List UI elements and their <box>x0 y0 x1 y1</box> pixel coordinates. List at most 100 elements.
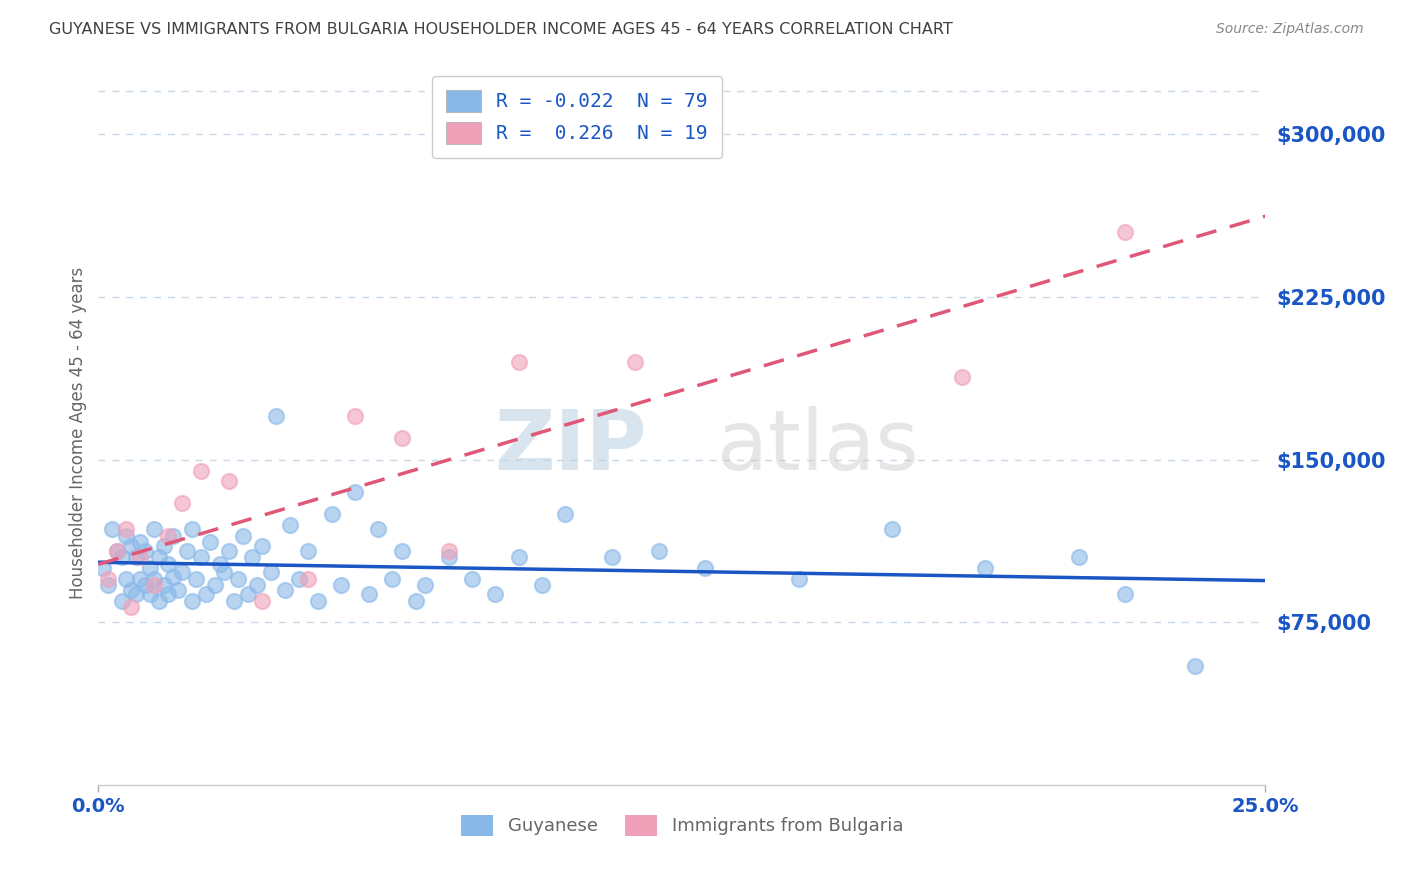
Text: ZIP: ZIP <box>495 406 647 487</box>
Text: atlas: atlas <box>717 406 918 487</box>
Point <box>125 550 148 565</box>
Point <box>344 485 367 500</box>
Text: GUYANESE VS IMMIGRANTS FROM BULGARIA HOUSEHOLDER INCOME AGES 45 - 64 YEARS CORRE: GUYANESE VS IMMIGRANTS FROM BULGARIA HOU… <box>49 22 953 37</box>
Point <box>157 528 180 542</box>
Point <box>437 543 460 558</box>
Point <box>186 572 208 586</box>
Point <box>787 572 810 586</box>
Point <box>157 587 180 601</box>
Point <box>246 578 269 592</box>
Point <box>129 550 152 565</box>
Point <box>120 582 142 597</box>
Point <box>1114 225 1136 239</box>
Point <box>1114 587 1136 601</box>
Point <box>974 561 997 575</box>
Point <box>250 540 273 554</box>
Point <box>321 507 343 521</box>
Point <box>120 600 142 615</box>
Point <box>120 540 142 554</box>
Point <box>508 550 530 565</box>
Point <box>413 578 436 592</box>
Text: Source: ZipAtlas.com: Source: ZipAtlas.com <box>1216 22 1364 37</box>
Point <box>297 572 319 586</box>
Point <box>105 543 128 558</box>
Point <box>180 593 202 607</box>
Point <box>530 578 553 592</box>
Point <box>307 593 329 607</box>
Point <box>391 543 413 558</box>
Point <box>1184 658 1206 673</box>
Point <box>101 522 124 536</box>
Point <box>344 409 367 424</box>
Point <box>166 582 188 597</box>
Point <box>208 557 231 571</box>
Point <box>391 431 413 445</box>
Point <box>228 572 250 586</box>
Point <box>115 522 138 536</box>
Point <box>97 572 120 586</box>
Point <box>111 593 134 607</box>
Point <box>880 522 903 536</box>
Point <box>139 561 162 575</box>
Point <box>288 572 311 586</box>
Point <box>330 578 353 592</box>
Point <box>274 582 297 597</box>
Y-axis label: Householder Income Ages 45 - 64 years: Householder Income Ages 45 - 64 years <box>69 267 87 599</box>
Point <box>232 528 254 542</box>
Point <box>176 543 198 558</box>
Point <box>297 543 319 558</box>
Point <box>172 496 194 510</box>
Point <box>143 578 166 592</box>
Point <box>367 522 389 536</box>
Point <box>129 535 152 549</box>
Point <box>134 543 156 558</box>
Point <box>950 370 973 384</box>
Point <box>405 593 427 607</box>
Point <box>115 572 138 586</box>
Point <box>600 550 623 565</box>
Point <box>508 355 530 369</box>
Point <box>204 578 226 592</box>
Point <box>148 593 170 607</box>
Point <box>461 572 484 586</box>
Point <box>695 561 717 575</box>
Point <box>222 593 245 607</box>
Point <box>190 464 212 478</box>
Point <box>143 572 166 586</box>
Legend: Guyanese, Immigrants from Bulgaria: Guyanese, Immigrants from Bulgaria <box>450 804 914 847</box>
Point <box>105 543 128 558</box>
Point <box>381 572 404 586</box>
Point <box>139 587 162 601</box>
Point <box>143 522 166 536</box>
Point <box>200 535 222 549</box>
Point <box>129 572 152 586</box>
Point <box>437 550 460 565</box>
Point <box>180 522 202 536</box>
Point <box>484 587 506 601</box>
Point <box>624 355 647 369</box>
Point <box>190 550 212 565</box>
Point <box>152 578 174 592</box>
Point <box>250 593 273 607</box>
Point <box>236 587 259 601</box>
Point <box>157 557 180 571</box>
Point <box>152 540 174 554</box>
Point <box>218 543 240 558</box>
Point <box>554 507 576 521</box>
Point <box>278 517 301 532</box>
Point <box>115 528 138 542</box>
Point <box>162 528 184 542</box>
Point <box>162 570 184 584</box>
Point <box>1067 550 1090 565</box>
Point <box>264 409 287 424</box>
Point <box>260 566 283 580</box>
Point <box>97 578 120 592</box>
Point <box>134 578 156 592</box>
Point <box>148 550 170 565</box>
Point <box>647 543 669 558</box>
Point <box>172 566 194 580</box>
Point <box>194 587 217 601</box>
Point <box>242 550 264 565</box>
Point <box>111 550 134 565</box>
Point <box>218 475 240 489</box>
